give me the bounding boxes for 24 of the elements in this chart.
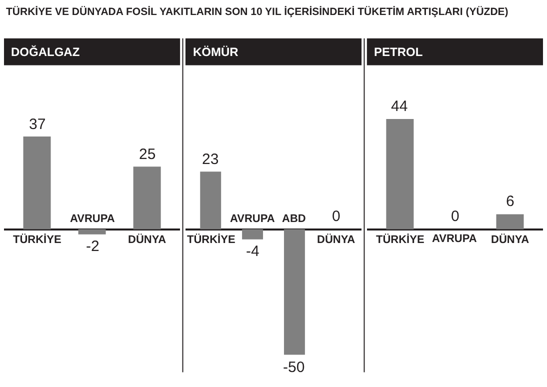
data-label: -2 (86, 238, 100, 255)
chart-title: DOĞALGAZ (11, 45, 80, 59)
x-tick-label: TÜRKİYE (187, 233, 236, 246)
x-tick-label: AVRUPA (230, 213, 275, 225)
x-tick-label: TÜRKİYE (376, 233, 424, 246)
x-tick-label: ABD (282, 213, 306, 225)
data-label: 37 (29, 116, 46, 133)
x-tick-label: DÜNYA (128, 233, 166, 246)
x-tick-label: DÜNYA (317, 233, 356, 246)
data-label: 25 (139, 146, 156, 163)
chart-title: KÖMÜR (193, 45, 239, 59)
data-label: 23 (202, 151, 219, 168)
data-label: 44 (391, 98, 408, 115)
x-tick-label: AVRUPA (70, 213, 115, 225)
text: TÜRKİYE VE DÜNYADA FOSİL YAKITLARIN SON 10 YIL İÇERİSİNDEKİ TÜKETİM ARTIŞLARI (YÜZDE) (6, 6, 508, 18)
data-label: 0 (451, 208, 460, 225)
x-tick-label: TÜRKİYE (13, 233, 62, 246)
data-label: 6 (506, 193, 514, 210)
chart-title: PETROL (374, 45, 423, 59)
x-tick-label: DÜNYA (491, 233, 530, 246)
data-label: 0 (332, 208, 340, 225)
x-tick-label: AVRUPA (432, 233, 477, 245)
data-label: -4 (246, 243, 260, 260)
data-label: -50 (283, 359, 305, 376)
